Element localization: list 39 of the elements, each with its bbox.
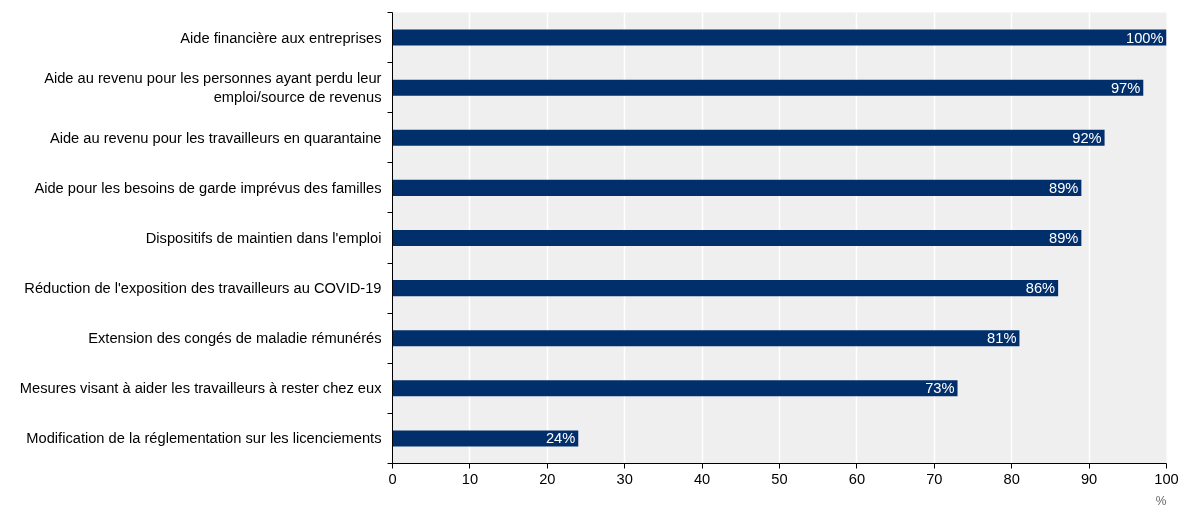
y-tick-label: Aide financière aux entreprises (180, 29, 382, 46)
y-tick-label: Mesures visant à aider les travailleurs à rester chez eux (19, 380, 383, 397)
x-tick-label: 80 (1003, 470, 1020, 487)
x-tick-label: 20 (539, 470, 556, 487)
x-tick-label: 0 (388, 470, 397, 487)
x-tick-label: 10 (461, 470, 479, 487)
bar (392, 430, 579, 447)
data-label: 24% (545, 430, 576, 447)
y-tick-label: Extension des congés de maladie rémunérés (88, 330, 382, 347)
y-tick-label: Dispositifs de maintien dans l'emploi (145, 230, 382, 246)
x-tick-label: 70 (926, 470, 943, 487)
data-label: 86% (1025, 280, 1056, 297)
y-tick-label: Aide au revenu pour les travailleurs en quarantaine (49, 129, 382, 146)
data-label: 97% (1110, 79, 1141, 96)
data-label: 92% (1072, 129, 1102, 146)
x-axis-title: % (1155, 493, 1167, 508)
bar (392, 29, 1167, 46)
bar (392, 380, 958, 397)
bar (392, 229, 1082, 247)
x-tick-label: 100 (1154, 470, 1179, 487)
bar (392, 79, 1144, 96)
data-label: 73% (925, 380, 955, 397)
bar (392, 179, 1082, 196)
y-tick-label: Réduction de l'exposition des travailleurs au COVID-19 (24, 280, 382, 297)
data-label: 89% (1049, 179, 1079, 196)
x-tick-label: 40 (693, 470, 711, 487)
data-label: 81% (987, 330, 1017, 347)
bar (392, 129, 1105, 146)
y-tick-label: Modification de la réglementation sur les licenciements (26, 430, 382, 447)
x-tick-label: 60 (848, 470, 866, 487)
x-tick-label: 50 (771, 470, 788, 487)
data-label: 100% (1126, 29, 1164, 46)
bar (392, 280, 1059, 297)
y-tick-label: Aide au revenu pour les personnes ayant perdu leur emploi/source de revenus (44, 70, 382, 106)
data-label: 89% (1049, 230, 1079, 246)
x-tick-label: 30 (616, 470, 633, 487)
y-tick-label: Aide pour les besoins de garde imprévus des familles (34, 179, 382, 196)
bar (392, 330, 1020, 347)
x-tick-label: 90 (1080, 470, 1098, 487)
